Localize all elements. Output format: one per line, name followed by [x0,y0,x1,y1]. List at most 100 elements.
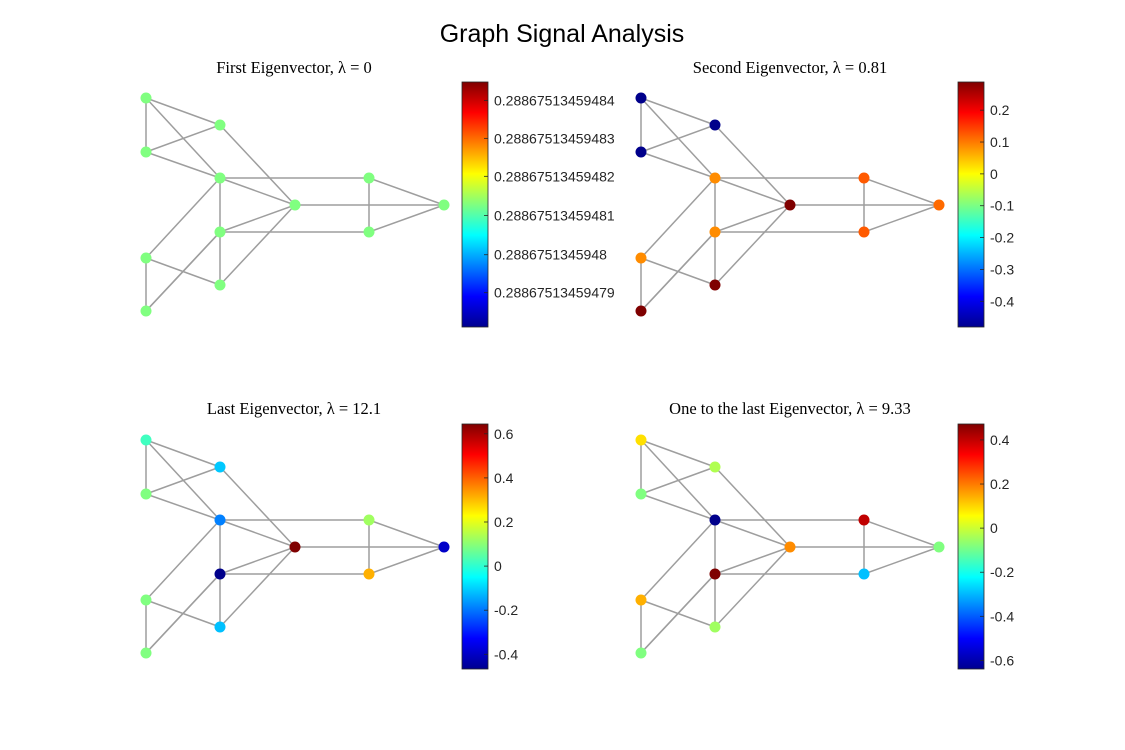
colorbar [462,424,488,669]
colorbar-tick-label: 0.4 [494,470,514,486]
graph-node [709,172,721,184]
graph-node [214,568,226,580]
panel-title: One to the last Eigenvector, λ = 9.33 [669,399,911,418]
graph-panel: Last Eigenvector, λ = 12.1 -0.4 -0.2 0 0.2 0.… [140,399,518,670]
graph-node [214,226,226,238]
graph-edge [640,97,716,126]
graph-edge [219,177,296,206]
panel-title: Last Eigenvector, λ = 12.1 [207,399,381,418]
graph-edge [145,573,221,654]
colorbar-frame [461,423,489,670]
graph-edge [145,124,221,153]
colorbar-tick-label: -0.2 [494,602,518,618]
graph-edge [863,204,940,233]
graph-node [858,226,870,238]
colorbar-tick-label: -0.6 [990,652,1014,668]
graph-node [214,172,226,184]
graph-node [438,199,450,211]
colorbar-tick-label: 0.2886751345948 [494,247,607,263]
graph-node [140,92,152,104]
graph-node [363,172,375,184]
graph-panel: First Eigenvector, λ = 0 0.28867513459479… [140,58,615,328]
colorbar [958,424,984,669]
graph-edge [145,177,221,259]
colorbar-tick-label: 0.28867513459483 [494,130,615,146]
graph-edge [714,177,791,206]
graph-node [933,541,945,553]
graph-node [858,514,870,526]
graph-edge [145,466,221,495]
graph-edge [219,124,296,206]
graph-node [709,461,721,473]
graph-node [140,488,152,500]
colorbar-tick-label: 0.1 [990,134,1010,150]
graph-edge [714,546,791,575]
graph-node [635,647,647,659]
graph-edge [219,204,296,233]
graph-node [140,647,152,659]
graph-edge [219,466,296,548]
graph-edge [145,151,221,179]
graph-edge [145,439,221,468]
colorbar-tick-label: -0.4 [990,608,1014,624]
figure-title: Graph Signal Analysis [440,20,685,48]
graph-edge [640,493,716,521]
graph-edge [219,519,296,548]
graph-node [635,488,647,500]
graph-node [709,279,721,291]
graph-node [140,305,152,317]
panel-title: Second Eigenvector, λ = 0.81 [693,58,887,77]
colorbar-tick-label: -0.2 [990,564,1014,580]
graph-edge [714,519,791,548]
colorbar-tick-label: -0.4 [990,293,1014,309]
graph-node [214,279,226,291]
graph-edge [640,519,716,601]
graph-edge [368,546,445,575]
graph-edge [145,519,221,601]
colorbar [462,82,488,327]
graph-node [858,172,870,184]
graph-node [784,541,796,553]
graph-node [635,92,647,104]
graph-edge [640,573,716,654]
graph-node [635,146,647,158]
graph-node [709,119,721,131]
graph-edge [714,124,791,206]
graph-node [635,594,647,606]
graph-edge [368,204,445,233]
colorbar-tick-label: 0.2 [494,514,514,530]
graph-node [635,252,647,264]
graph-edge [863,177,940,206]
graph-panel: Second Eigenvector, λ = 0.81 -0.4 -0.3 -0.2… [635,58,1014,328]
graph-edge [368,519,445,548]
graph-edge [863,519,940,548]
colorbar-tick-label: -0.4 [494,646,518,662]
colorbar-tick-label: 0.6 [494,426,514,442]
colorbar-tick-label: 0.28867513459479 [494,285,615,301]
colorbar-frame [957,423,985,670]
graph-edge [640,231,716,312]
colorbar-tick-label: 0.4 [990,432,1010,448]
panel-title: First Eigenvector, λ = 0 [216,58,372,77]
graph-node [214,461,226,473]
graph-node [363,568,375,580]
graph-edge [219,204,296,286]
colorbar-tick-label: -0.1 [990,198,1014,214]
colorbar-tick-label: -0.3 [990,261,1014,277]
graph-node [140,594,152,606]
colorbar [958,82,984,327]
colorbar-tick-label: 0.28867513459482 [494,168,615,184]
graph-node [214,514,226,526]
graph-edge [640,177,716,259]
graph-node [289,541,301,553]
graph-node [784,199,796,211]
colorbar-tick-label: 0.2 [990,102,1010,118]
graph-edge [145,97,221,126]
colorbar-tick-label: 0.28867513459481 [494,208,615,224]
graph-edge [145,231,221,312]
graph-node [709,226,721,238]
colorbar-frame [461,81,489,328]
graph-edge [863,546,940,575]
colorbar-tick-label: 0 [494,558,502,574]
